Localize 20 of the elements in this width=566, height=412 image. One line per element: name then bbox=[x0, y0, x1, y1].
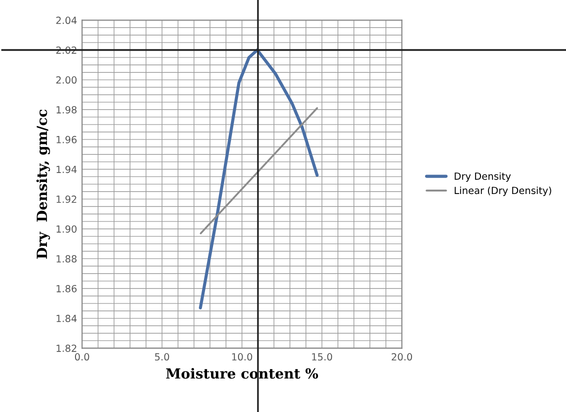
y-axis-title: Dry Density, gm/cc bbox=[36, 110, 50, 259]
y-tick-label: 1.88 bbox=[56, 255, 77, 263]
line-series bbox=[198, 48, 319, 310]
y-tick-label: 1.98 bbox=[56, 106, 77, 114]
y-tick-label: 2.04 bbox=[56, 16, 77, 24]
y-tick-label: 1.94 bbox=[56, 166, 77, 174]
x-tick-label: 15.0 bbox=[312, 353, 332, 361]
x-tick-label: 10.0 bbox=[232, 353, 252, 361]
y-tick-label: 1.84 bbox=[56, 314, 77, 322]
legend-label: Dry Density bbox=[454, 172, 511, 182]
y-tick-label: 1.92 bbox=[56, 196, 76, 203]
y-tick-label: 1.86 bbox=[56, 284, 77, 292]
y-tick-label: 1.96 bbox=[56, 136, 77, 144]
y-tick-label: 1.90 bbox=[56, 225, 77, 233]
x-tick-label: 20.0 bbox=[392, 353, 412, 361]
x-tick-label: 5.0 bbox=[155, 353, 170, 361]
y-tick-label: 2.00 bbox=[56, 76, 77, 84]
y-tick-label: 1.82 bbox=[56, 344, 76, 352]
legend-label: Linear (Dry Density) bbox=[454, 186, 552, 196]
x-tick-label: 0.0 bbox=[74, 353, 90, 361]
